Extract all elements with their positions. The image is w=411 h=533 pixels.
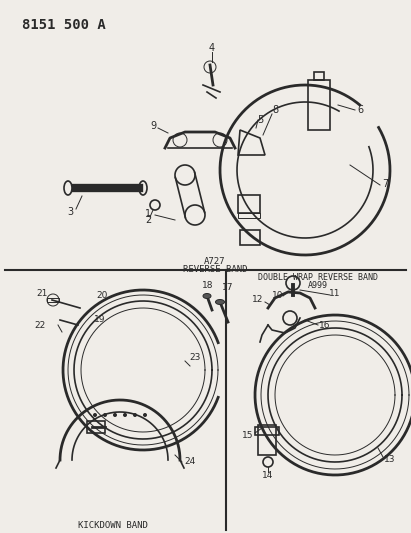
- Text: 16: 16: [319, 320, 331, 329]
- Text: 13: 13: [384, 456, 396, 464]
- Text: 8151 500 A: 8151 500 A: [22, 18, 106, 32]
- Text: 19: 19: [94, 316, 106, 325]
- Circle shape: [123, 413, 127, 417]
- Ellipse shape: [64, 181, 72, 195]
- Bar: [258, 425, 276, 455]
- Text: A999: A999: [308, 280, 328, 289]
- Bar: [87, 421, 105, 433]
- Circle shape: [133, 413, 137, 417]
- Text: 20: 20: [96, 290, 108, 300]
- Text: 7: 7: [382, 179, 388, 189]
- Bar: [314, 72, 324, 80]
- Ellipse shape: [215, 300, 224, 304]
- Text: 8: 8: [272, 105, 278, 115]
- Text: A727: A727: [204, 257, 226, 266]
- Text: 24: 24: [185, 457, 196, 466]
- Text: 18: 18: [202, 280, 214, 289]
- Text: 3: 3: [67, 207, 73, 217]
- Text: 1: 1: [145, 209, 151, 219]
- Bar: [255, 427, 279, 435]
- Text: 12: 12: [252, 295, 264, 304]
- Text: 14: 14: [262, 471, 274, 480]
- Bar: [238, 195, 260, 213]
- Circle shape: [113, 413, 117, 417]
- Text: 23: 23: [189, 353, 201, 362]
- Circle shape: [143, 413, 147, 417]
- Text: KICKDOWN BAND: KICKDOWN BAND: [78, 521, 148, 529]
- Text: 5: 5: [257, 115, 263, 125]
- Text: DOUBLE WRAP REVERSE BAND: DOUBLE WRAP REVERSE BAND: [258, 272, 378, 281]
- Bar: [47, 298, 59, 302]
- Bar: [308, 80, 330, 130]
- Text: 22: 22: [35, 320, 46, 329]
- Text: 17: 17: [222, 284, 234, 293]
- Text: 21: 21: [36, 288, 48, 297]
- Text: 15: 15: [242, 431, 254, 440]
- Bar: [238, 213, 260, 218]
- Text: 4: 4: [209, 43, 215, 53]
- Text: 10: 10: [272, 290, 284, 300]
- Text: 6: 6: [357, 105, 363, 115]
- Circle shape: [103, 413, 107, 417]
- Text: REVERSE BAND: REVERSE BAND: [183, 265, 247, 274]
- Text: 9: 9: [150, 121, 156, 131]
- Circle shape: [93, 413, 97, 417]
- Bar: [240, 230, 260, 245]
- Text: 11: 11: [329, 289, 341, 298]
- Text: 2: 2: [145, 215, 151, 225]
- Ellipse shape: [203, 294, 211, 298]
